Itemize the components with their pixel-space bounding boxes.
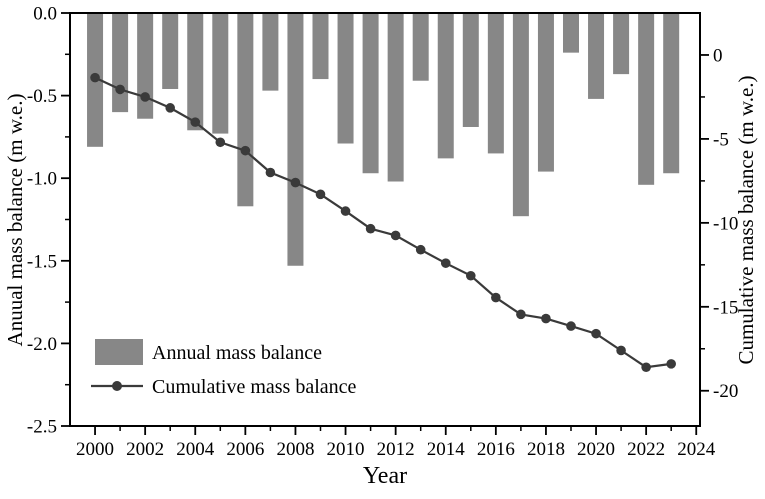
bar-2005	[212, 13, 229, 134]
point-2006	[240, 145, 251, 156]
point-2014	[440, 258, 451, 268]
point-2013	[415, 244, 426, 255]
right-tick-label: -20	[713, 381, 738, 402]
left-tick-label: -2.5	[27, 417, 57, 438]
point-2019	[566, 321, 576, 331]
x-tick-label: 2000	[76, 439, 114, 460]
point-2004	[190, 117, 201, 127]
cumulative-line-group	[90, 72, 676, 373]
bar-2013	[412, 13, 429, 81]
x-tick-label: 2010	[327, 439, 365, 460]
bar-2004	[187, 13, 204, 131]
bar-2017	[512, 13, 529, 217]
bar-2018	[537, 13, 554, 172]
bar-2023	[663, 13, 680, 174]
right-axis-title: Cumulative mass balance (m w.e.)	[734, 75, 758, 364]
point-2010	[340, 206, 351, 216]
bar-2010	[337, 13, 354, 144]
point-2022	[641, 362, 651, 373]
bar-2022	[638, 13, 655, 185]
bar-2007	[262, 13, 279, 91]
bar-2014	[437, 13, 454, 159]
left-tick-label: 0.0	[33, 4, 57, 25]
legend: Annual mass balance Cumulative mass bala…	[91, 339, 357, 398]
x-tick-label: 2012	[377, 439, 415, 460]
bar-2003	[162, 13, 179, 89]
x-tick-label: 2022	[627, 439, 665, 460]
left-axis-title: Anuual mass balance (m w.e.)	[3, 94, 27, 347]
bar-2002	[137, 13, 154, 119]
point-2016	[491, 292, 501, 303]
point-2012	[390, 230, 401, 241]
point-2008	[290, 177, 301, 188]
point-2000	[90, 72, 100, 83]
legend-bar-label: Annual mass balance	[152, 342, 322, 364]
x-tick-label: 2014	[427, 439, 466, 460]
legend-marker-icon	[112, 381, 122, 391]
axis-ticks	[61, 12, 709, 435]
legend-bar-swatch	[95, 339, 143, 365]
left-tick-label: -1.0	[27, 169, 57, 190]
x-tick-label: 2018	[527, 439, 565, 460]
left-tick-label: -0.5	[27, 86, 57, 107]
x-tick-label: 2002	[126, 439, 164, 460]
right-tick-label: -10	[713, 213, 738, 234]
point-2017	[516, 309, 526, 320]
bar-2019	[562, 13, 579, 53]
point-2020	[591, 328, 601, 339]
x-axis-title: Year	[363, 463, 407, 489]
bar-2016	[487, 13, 504, 154]
left-tick-label: -2.0	[27, 334, 57, 355]
point-2007	[265, 167, 276, 178]
x-tick-label: 2008	[276, 439, 314, 460]
point-2011	[365, 223, 376, 234]
axis-tick-labels: 0.0 -0.5 -1.0 -1.5 -2.0 -2.5 0 -5 -10 -15 -20 2000 2…	[27, 4, 738, 461]
cumulative-line	[94, 76, 672, 369]
bar-2020	[588, 13, 605, 99]
x-tick-label: 2006	[226, 439, 264, 460]
annual-bars-group	[87, 13, 680, 266]
point-2002	[140, 92, 150, 102]
x-tick-label: 2020	[577, 439, 615, 460]
point-2023	[666, 359, 676, 369]
point-2005	[215, 137, 226, 148]
point-2009	[315, 189, 326, 200]
x-tick-label: 2016	[477, 439, 515, 460]
bar-2012	[387, 13, 404, 182]
bar-2009	[312, 13, 329, 80]
point-2015	[465, 270, 476, 281]
point-2018	[541, 313, 551, 324]
bar-2021	[613, 13, 630, 75]
right-tick-label: -15	[713, 297, 738, 318]
bar-2006	[237, 13, 254, 207]
point-2021	[616, 345, 626, 356]
right-tick-label: 0	[713, 45, 723, 66]
x-tick-label: 2024	[677, 439, 716, 460]
bar-2011	[362, 13, 379, 174]
point-2003	[165, 103, 175, 113]
bar-2001	[112, 13, 129, 113]
bar-2008	[287, 13, 304, 266]
bar-2015	[462, 13, 479, 127]
x-tick-label: 2004	[176, 439, 215, 460]
point-2001	[115, 84, 125, 95]
legend-line-label: Cumulative mass balance	[152, 376, 357, 398]
right-tick-label: -5	[713, 129, 729, 150]
left-tick-label: -1.5	[27, 251, 57, 272]
